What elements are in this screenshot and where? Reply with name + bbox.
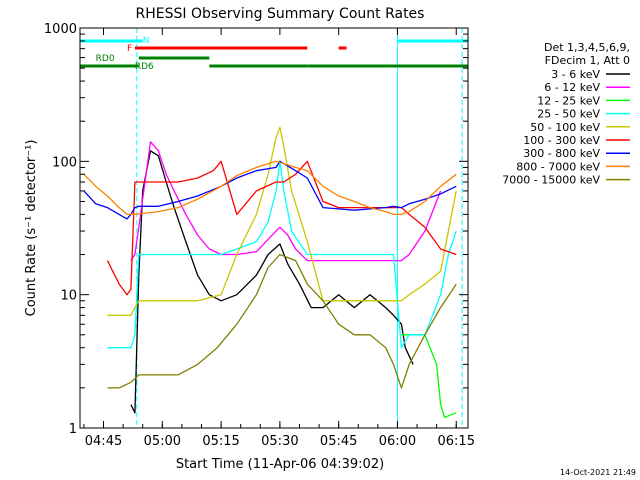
x-tick-label: 06:00 xyxy=(379,434,416,449)
legend-label: 3 - 6 keV xyxy=(551,68,600,81)
legend-title-line-1: Det 1,3,4,5,6,9, xyxy=(544,41,630,54)
annotation-f: F xyxy=(127,44,132,54)
y-tick-label: 1 xyxy=(69,422,77,437)
legend-label: 7000 - 15000 keV xyxy=(502,174,600,187)
series-line-800-7000-keV xyxy=(83,160,457,216)
series-line-300-800-keV xyxy=(83,160,457,220)
legend-label: 25 - 50 keV xyxy=(537,108,600,121)
timestamp: 14-Oct-2021 21:49 xyxy=(560,468,636,477)
annotation-rd0: RD0 xyxy=(96,54,115,64)
y-tick-label: 100 xyxy=(52,155,77,170)
plot-layer: N F RD0 RD6 xyxy=(79,28,468,428)
series-line-25-50-keV xyxy=(107,160,457,349)
x-tick-label: 05:30 xyxy=(261,434,298,449)
legend-label: 50 - 100 keV xyxy=(530,121,600,134)
plot-frame xyxy=(79,27,469,429)
legend-label: 12 - 25 keV xyxy=(537,94,600,107)
x-tick-label: 05:45 xyxy=(320,434,357,449)
y-axis-label: Count Rate (s⁻¹ detector⁻¹) xyxy=(24,140,39,317)
axes: 04:45 05:00 05:15 05:30 05:45 06:00 06:15 1 10 10… xyxy=(44,22,475,449)
x-tick-label: 05:00 xyxy=(144,434,181,449)
annotation-n: N xyxy=(143,36,150,46)
legend-label: 300 - 800 keV xyxy=(523,147,600,160)
legend-title-line-2: FDecim 1, Att 0 xyxy=(545,54,630,67)
series-line-50-100-keV xyxy=(107,126,457,316)
x-tick-label: 05:15 xyxy=(202,434,239,449)
series-line-7000-15000-keV xyxy=(107,253,457,389)
legend-label: 100 - 300 keV xyxy=(523,134,600,147)
y-tick-label: 1000 xyxy=(44,22,77,37)
legend-label: 800 - 7000 keV xyxy=(516,160,600,173)
legend-label: 6 - 12 keV xyxy=(544,81,600,94)
x-axis-label: Start Time (11-Apr-06 04:39:02) xyxy=(176,457,384,472)
y-tick-label: 10 xyxy=(60,289,77,304)
x-tick-label: 06:15 xyxy=(438,434,475,449)
chart-title: RHESSI Observing Summary Count Rates xyxy=(136,6,425,22)
x-tick-label: 04:45 xyxy=(85,434,122,449)
series-line-6-12-keV xyxy=(130,141,442,262)
annotation-rd6: RD6 xyxy=(135,62,154,72)
